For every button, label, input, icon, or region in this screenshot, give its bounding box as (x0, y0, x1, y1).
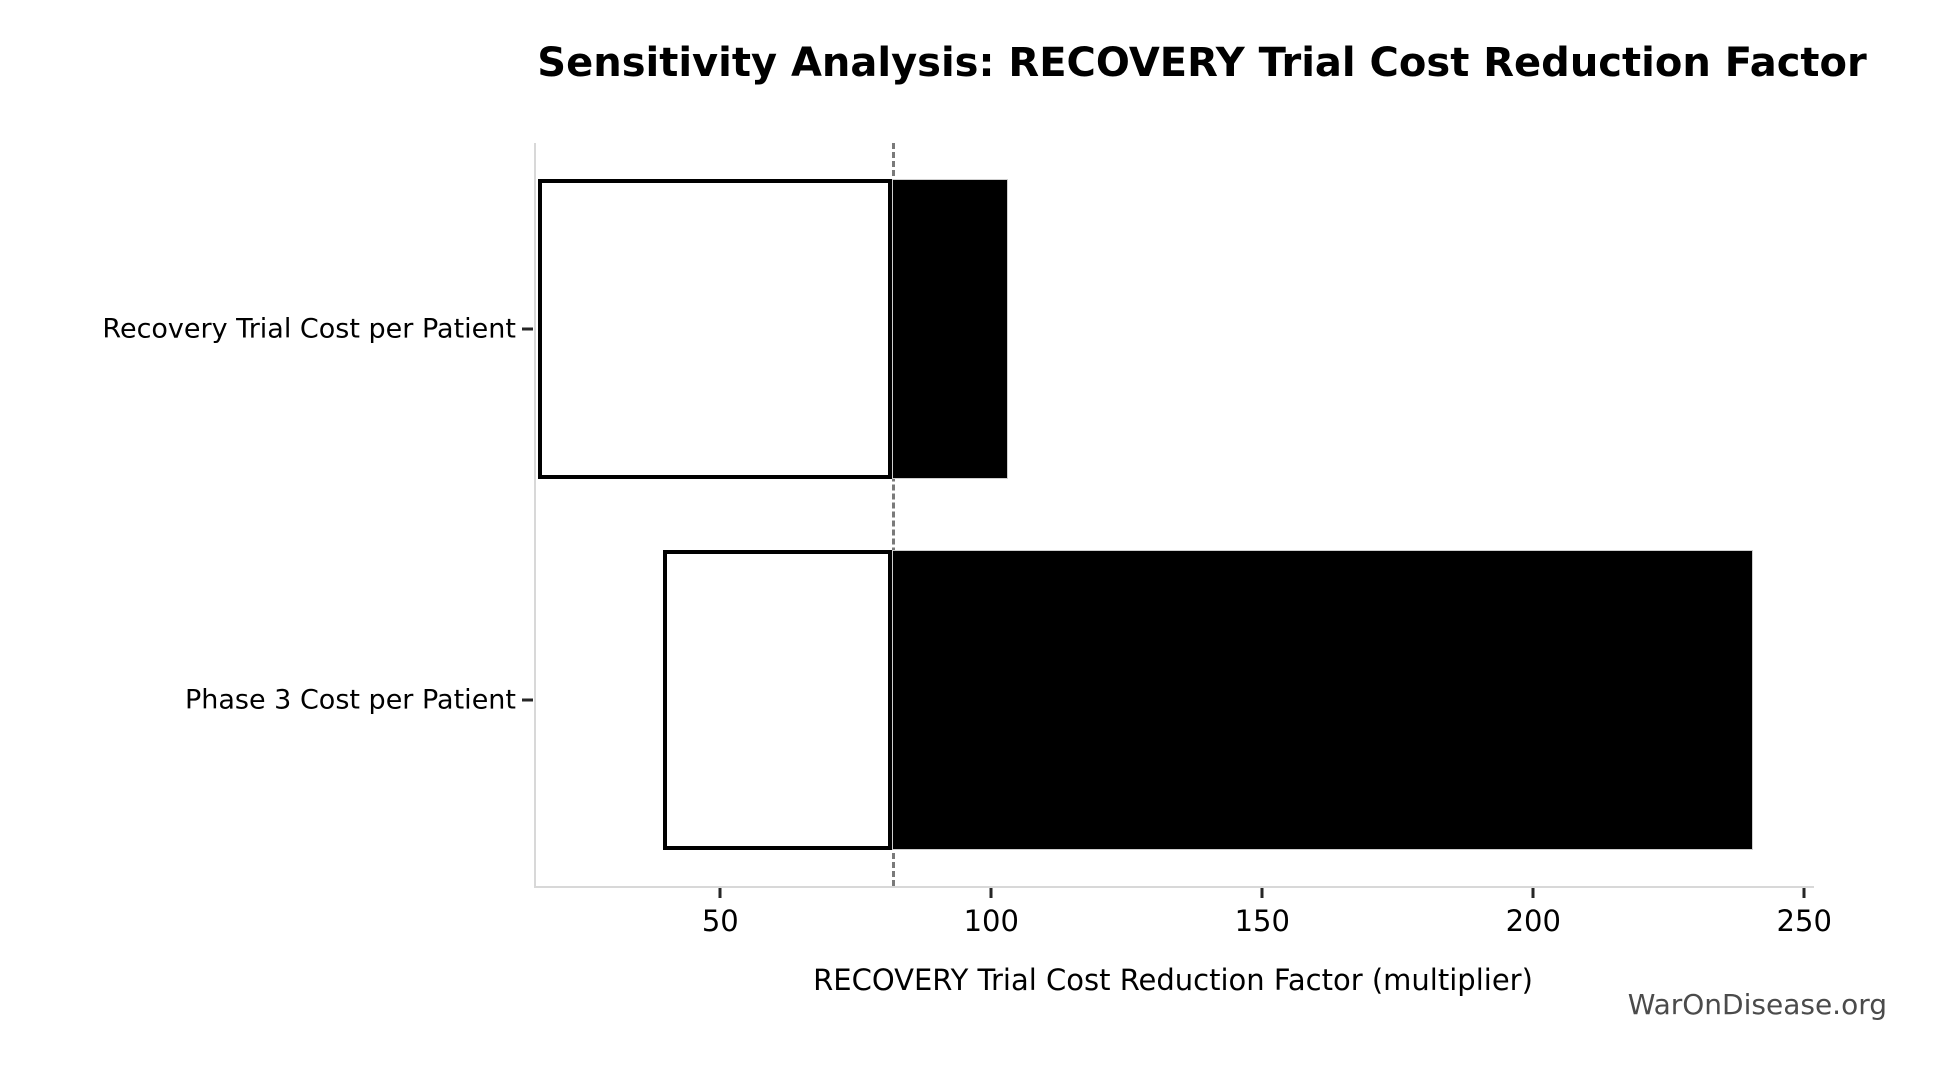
y-tick (522, 327, 533, 331)
bar-low-segment (538, 178, 893, 479)
x-tick (989, 888, 993, 898)
chart-title: Sensitivity Analysis: RECOVERY Trial Cos… (537, 40, 1867, 86)
y-tick (522, 698, 533, 702)
bar-low-segment (663, 550, 893, 851)
x-tick (1531, 888, 1535, 898)
x-tick (1260, 888, 1264, 898)
bar-high-segment (892, 550, 1753, 851)
baseline-dashed-line (892, 143, 896, 886)
x-tick-label: 150 (1234, 904, 1290, 938)
watermark-text: WarOnDisease.org (1627, 988, 1887, 1021)
x-tick-label: 250 (1776, 904, 1832, 938)
y-tick-label: Phase 3 Cost per Patient (184, 684, 516, 716)
plot-area: Recovery Trial Cost per Patient Phase 3 C… (102, 143, 1832, 938)
bar-high-segment (892, 178, 1008, 479)
x-tick-label: 200 (1505, 904, 1561, 938)
x-tick-label: 100 (963, 904, 1019, 938)
x-tick-label: 50 (701, 904, 739, 938)
y-tick-label: Recovery Trial Cost per Patient (102, 313, 516, 345)
x-tick (718, 888, 722, 898)
x-tick (1802, 888, 1806, 898)
x-axis-label: RECOVERY Trial Cost Reduction Factor (mu… (813, 963, 1533, 997)
